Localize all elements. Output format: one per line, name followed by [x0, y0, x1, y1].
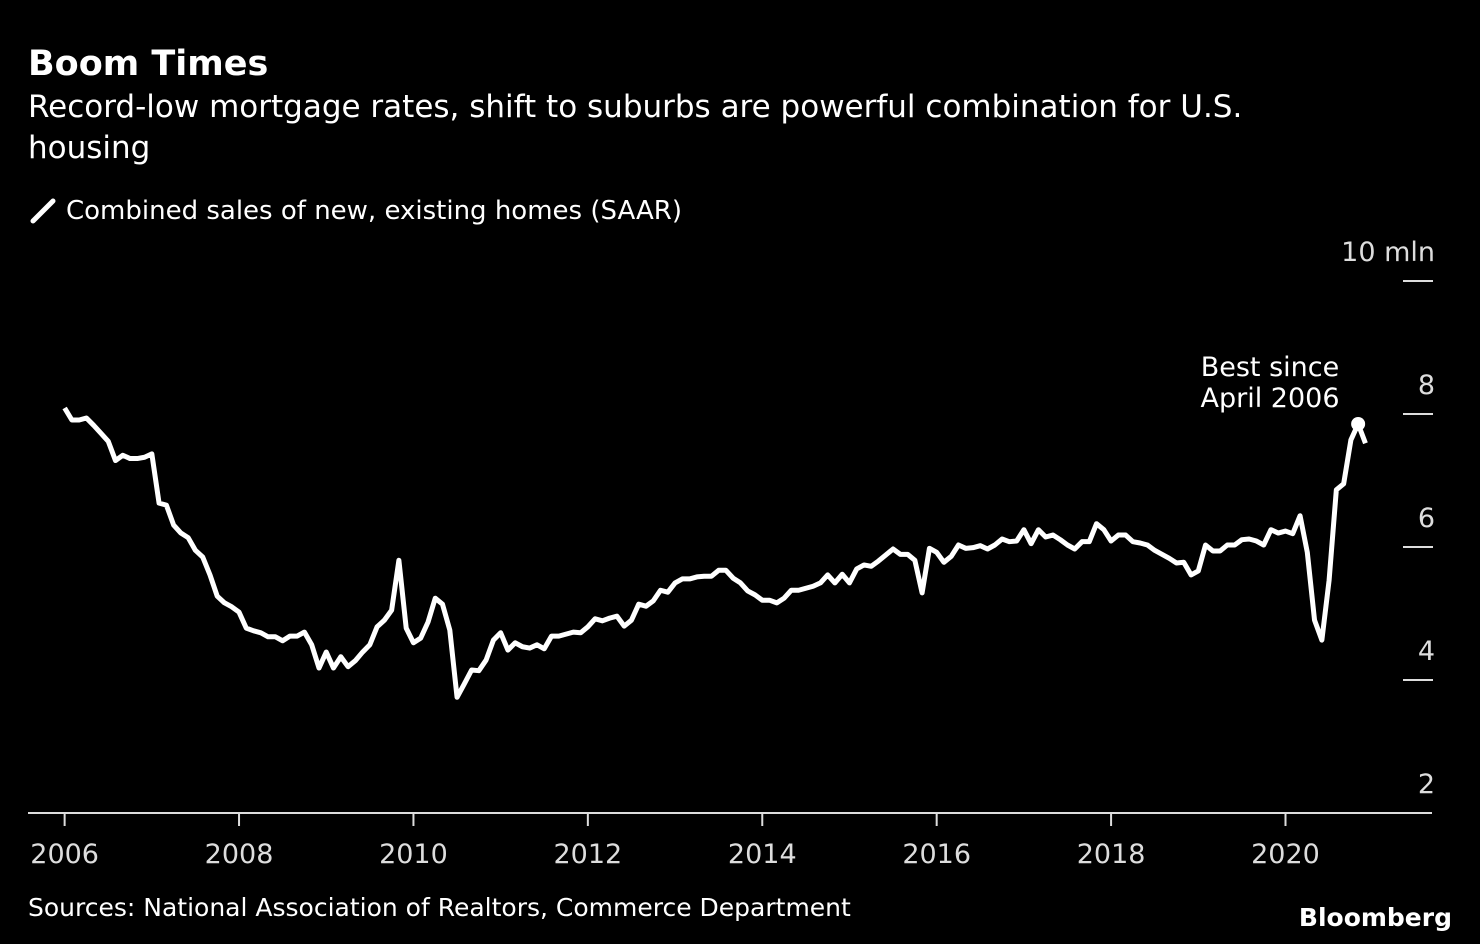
y-tick-label: 4 [1418, 636, 1435, 667]
x-tick-label: 2010 [379, 839, 448, 870]
y-tick-label: 8 [1418, 370, 1435, 401]
series-line [62, 406, 1368, 700]
chart-title: Boom Times [28, 44, 268, 84]
x-tick-label: 2016 [902, 839, 971, 870]
highlight-point [1351, 416, 1366, 431]
x-tick-label: 2014 [728, 839, 797, 870]
legend-swatch [30, 198, 56, 224]
x-tick-label: 2018 [1077, 839, 1146, 870]
x-tick-label: 2020 [1251, 839, 1320, 870]
annotation: April 2006 [1200, 383, 1339, 414]
x-tick-label: 2008 [205, 839, 274, 870]
annotation: Best since [1201, 352, 1340, 383]
x-tick-label: 2006 [30, 839, 99, 870]
chart-subtitle: Record-low mortgage rates, shift to subu… [28, 89, 1242, 125]
source: Sources: National Association of Realtor… [28, 893, 851, 922]
x-tick-label: 2012 [553, 839, 622, 870]
brand: Bloomberg [1299, 903, 1452, 932]
y-tick-label: 10 mln [1341, 237, 1435, 268]
chart-subtitle: housing [28, 130, 150, 166]
legend-label: Combined sales of new, existing homes (S… [66, 196, 682, 226]
y-tick-label: 2 [1418, 769, 1435, 800]
y-tick-label: 6 [1418, 503, 1435, 534]
